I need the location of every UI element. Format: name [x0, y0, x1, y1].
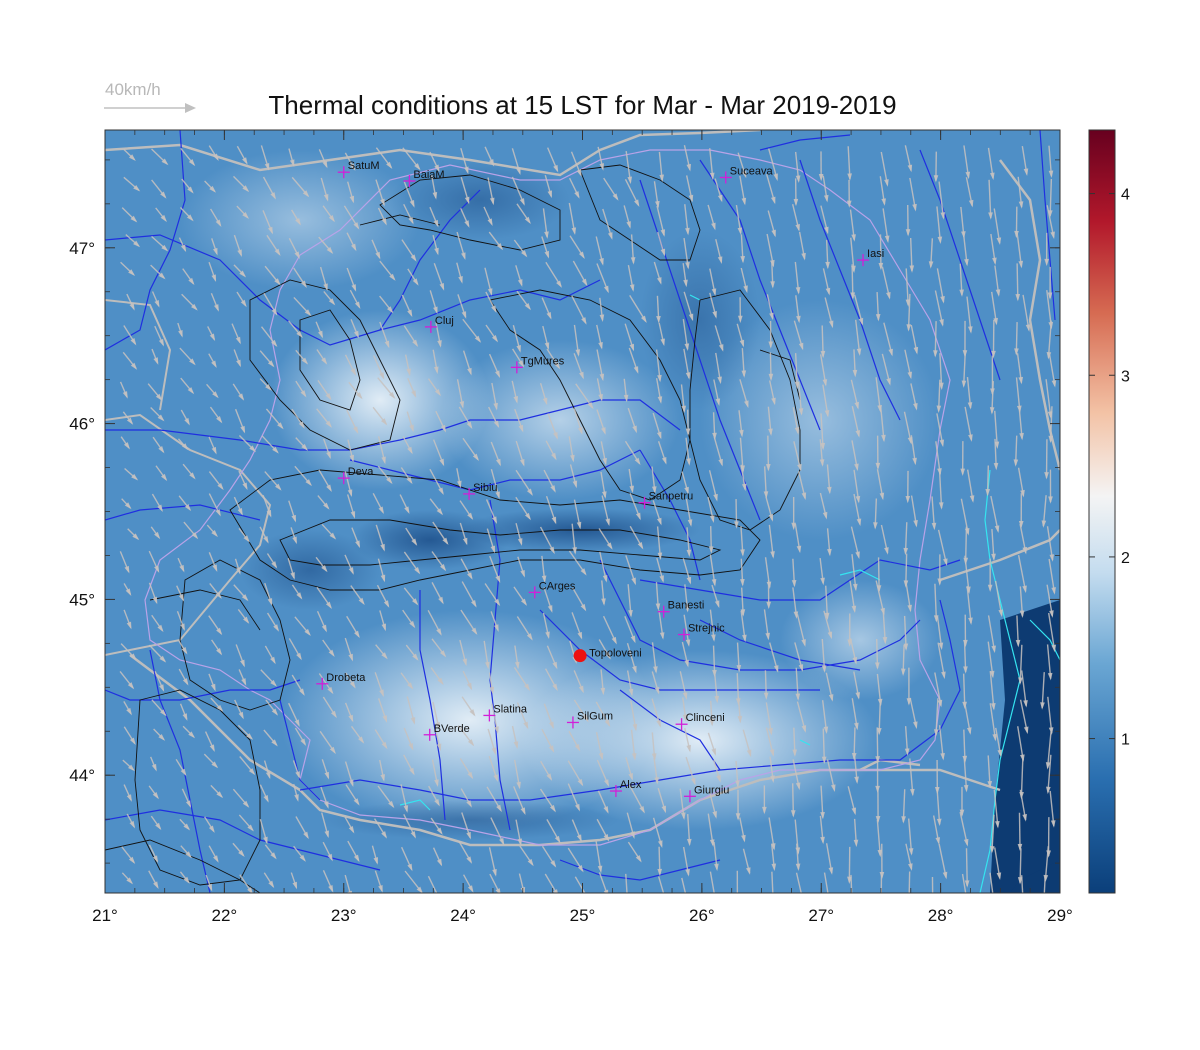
station-label: Clinceni [686, 712, 725, 724]
station-marker: Cluj [424, 315, 454, 333]
elevation-contours [105, 164, 801, 893]
station-marker: TgMures [510, 355, 565, 374]
station-marker: Clinceni [675, 712, 725, 731]
chart-title: Thermal conditions at 15 LST for Mar - M… [268, 90, 897, 120]
station-label: Sanpetru [649, 491, 694, 503]
station-label: Suceava [730, 165, 774, 177]
station-marker: Iasi [857, 248, 884, 267]
station-label: SatuM [348, 160, 380, 172]
station-label: SilGum [577, 710, 613, 722]
colorbar-scale [1088, 129, 1116, 894]
station-marker: BVerde [423, 723, 470, 741]
station-label: Iasi [867, 248, 884, 260]
x-tick-label: 24° [450, 906, 476, 925]
x-tick-label: 27° [808, 906, 834, 925]
station-label: BVerde [434, 723, 470, 735]
x-tick-label: 29° [1047, 906, 1073, 925]
highlight-station: Topoloveni [573, 648, 642, 663]
station-marker: Suceava [719, 165, 774, 184]
colorbar-tick-label: 1 [1121, 732, 1130, 749]
x-tick-label: 28° [928, 906, 954, 925]
station-label: CArges [539, 580, 576, 592]
station-label: Banesti [668, 600, 705, 612]
station-marker: Banesti [657, 600, 705, 618]
station-label: Giurgiu [694, 784, 729, 796]
highlight-label: Topoloveni [589, 648, 642, 660]
y-tick-label: 44° [69, 766, 95, 785]
x-tick-label: 22° [212, 906, 238, 925]
x-tick-label: 21° [92, 906, 118, 925]
station-label: Drobeta [326, 672, 366, 684]
stations-layer: SatuM BaiaM Suceava Iasi Cluj TgMures Deva Sibi… [316, 160, 884, 803]
station-marker: BaiaM [403, 169, 445, 187]
colorbar-tick-label: 2 [1121, 550, 1130, 567]
station-marker: Strejnic [677, 623, 725, 641]
map-panel: SatuM BaiaM Suceava Iasi Cluj TgMures Deva Sibi… [105, 130, 1060, 893]
y-tick-label: 45° [69, 590, 95, 609]
station-label: TgMures [521, 355, 565, 367]
y-tick-label: 47° [69, 239, 95, 258]
colorbar-tick-label: 3 [1121, 368, 1130, 385]
station-label: Slatina [493, 703, 528, 715]
country-border [105, 130, 761, 177]
wind-scale-arrow [104, 103, 196, 113]
wind-scale-label: 40km/h [105, 80, 161, 99]
station-marker: Sanpetru [638, 491, 694, 509]
station-marker: Alex [609, 779, 642, 798]
station-marker: Giurgiu [683, 784, 729, 803]
colorbar: 1 2 3 4 [1088, 129, 1130, 894]
rivers [105, 130, 1056, 893]
romania-outline [144, 149, 951, 846]
wind-vectors [119, 145, 1057, 893]
station-marker: Drobeta [316, 672, 366, 690]
x-tick-label: 23° [331, 906, 357, 925]
station-marker: CArges [528, 580, 576, 599]
station-marker: Sibiu [463, 482, 498, 500]
colorbar-tick-label: 4 [1121, 187, 1130, 204]
black-sea [990, 600, 1060, 893]
x-tick-label: 26° [689, 906, 715, 925]
station-marker: Slatina [483, 703, 528, 722]
station-label: Alex [620, 779, 642, 791]
station-label: Cluj [435, 315, 454, 327]
station-marker: SatuM [337, 160, 380, 179]
y-tick-label: 46° [69, 415, 95, 434]
station-label: Deva [348, 466, 375, 478]
station-label: Strejnic [688, 623, 725, 635]
station-label: BaiaM [413, 169, 444, 181]
station-marker: SilGum [566, 710, 613, 729]
x-tick-label: 25° [570, 906, 596, 925]
highlight-dot [573, 649, 587, 663]
station-label: Sibiu [473, 482, 497, 494]
station-marker: Deva [337, 466, 375, 485]
axis-ticks: 21° 22° 23° 24° 25° 26° 27° 28° 29° 44° 45° 46° 47° [69, 130, 1073, 925]
